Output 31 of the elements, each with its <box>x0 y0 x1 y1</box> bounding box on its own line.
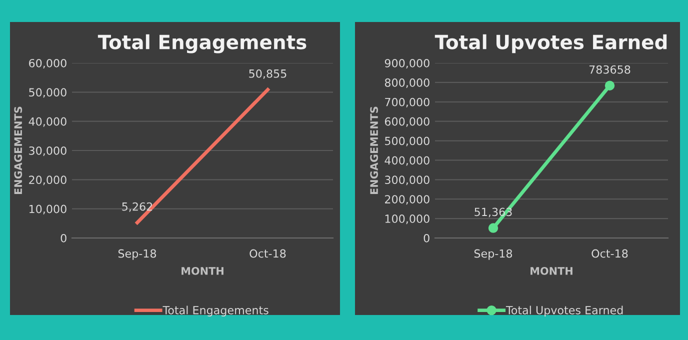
y-tick-label: 400,000 <box>384 156 430 166</box>
data-label: 783658 <box>589 65 630 74</box>
y-tick-label: 200,000 <box>385 195 430 205</box>
x-axis-title: MONTH <box>182 266 224 275</box>
y-tick-label: 10,000 <box>29 204 66 214</box>
y-tick-label: 500,000 <box>385 136 430 146</box>
y-tick-label: 800,000 <box>384 78 430 88</box>
data-label: 50,855 <box>249 69 286 79</box>
y-axis-title: ENGAGEMENTS <box>370 106 378 194</box>
legend-label: Total Engagements <box>162 306 268 317</box>
y-tick-label: 60,000 <box>29 58 66 69</box>
y-tick-label: 300,000 <box>385 176 430 186</box>
y-tick-label: 0 <box>60 234 66 242</box>
y-tick-label: 20,000 <box>29 176 66 186</box>
y-tick-label: 40,000 <box>28 117 66 127</box>
y-axis-title: ENGAGEMENTS <box>14 106 22 194</box>
y-tick-label: 900,000 <box>384 58 430 69</box>
x-axis-title: MONTH <box>530 266 572 275</box>
y-tick-label: 0 <box>424 234 430 242</box>
x-tick-label: Sep-18 <box>474 249 512 260</box>
y-tick-label: 600,000 <box>384 117 430 127</box>
legend-label: Total Upvotes Earned <box>506 306 623 317</box>
chart-title: Total Engagements <box>98 34 306 54</box>
chart-title: Total Upvotes Earned <box>434 34 667 54</box>
x-tick-label: Sep-18 <box>118 249 156 260</box>
x-tick-label: Oct-18 <box>592 249 628 258</box>
y-tick-label: 30,000 <box>29 146 66 156</box>
y-tick-label: 100,000 <box>385 214 430 224</box>
x-tick-label: Oct-18 <box>250 249 286 258</box>
y-tick-label: 700,000 <box>385 98 430 108</box>
y-tick-label: 50,000 <box>29 88 66 98</box>
